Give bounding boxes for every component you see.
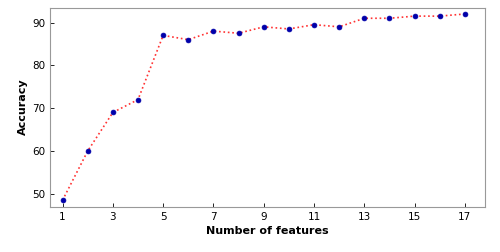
Y-axis label: Accuracy: Accuracy (18, 79, 28, 135)
X-axis label: Number of features: Number of features (206, 226, 329, 236)
